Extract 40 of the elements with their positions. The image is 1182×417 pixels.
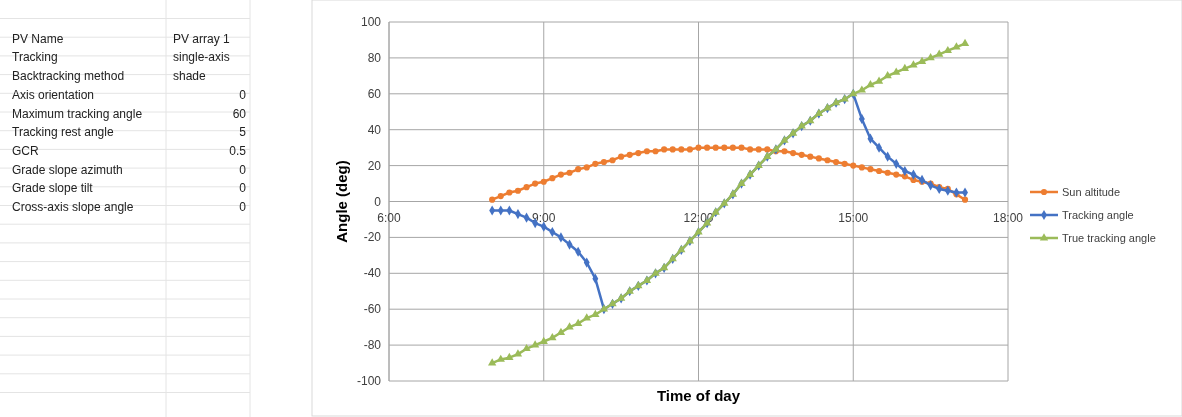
text: 0.5 (229, 143, 246, 158)
x-tick-label: 18:00 (992, 210, 1024, 225)
category-label: GCR (12, 143, 39, 158)
text: PV array 1 (173, 31, 230, 46)
y-tick-label: 40 (367, 122, 382, 137)
text: 60 (232, 106, 246, 121)
category-label: PV Name (12, 31, 64, 46)
category-label: Grade slope azimuth (12, 162, 123, 177)
category-label: Tracking rest angle (12, 125, 114, 140)
category-label: Cross-axis slope angle (12, 200, 134, 214)
category-label: Tracking (12, 50, 58, 65)
text: single-axis (173, 50, 230, 65)
y-tick-label: 20 (367, 158, 382, 173)
category-label: Backtracking method (12, 69, 125, 84)
y-tick-label: -80 (363, 338, 382, 353)
y-tick-label: -60 (363, 302, 382, 317)
y-tick-label: 60 (367, 86, 382, 101)
x-tick-label: 6:00 (377, 210, 401, 225)
category-label: Axis orientation (12, 87, 95, 102)
x-axis-title: Time of day (656, 387, 741, 404)
y-tick-label: 80 (367, 50, 382, 65)
text: 0 (239, 181, 246, 196)
y-tick-label: 0 (374, 194, 382, 209)
y-tick-label: -100 (356, 374, 382, 388)
legend-label: True tracking angle (1062, 232, 1156, 244)
x-tick-label: 15:00 (838, 210, 869, 225)
y-tick-label: 100 (360, 15, 382, 29)
text: 0 (239, 200, 246, 214)
x-tick-label: 9:00 (532, 210, 556, 225)
category-label: Grade slope tilt (12, 181, 94, 196)
text: 0 (239, 162, 246, 177)
text: 5 (239, 125, 246, 140)
y-tick-label: -20 (363, 230, 382, 245)
text: 0 (239, 87, 246, 102)
legend-label: Sun altitude (1062, 186, 1121, 198)
y-axis-title: Angle (deg) (333, 160, 350, 243)
y-tick-label: -40 (363, 266, 382, 281)
text: shade (173, 69, 206, 84)
category-label: Maximum tracking angle (12, 106, 143, 121)
legend-label: Tracking angle (1062, 209, 1134, 221)
